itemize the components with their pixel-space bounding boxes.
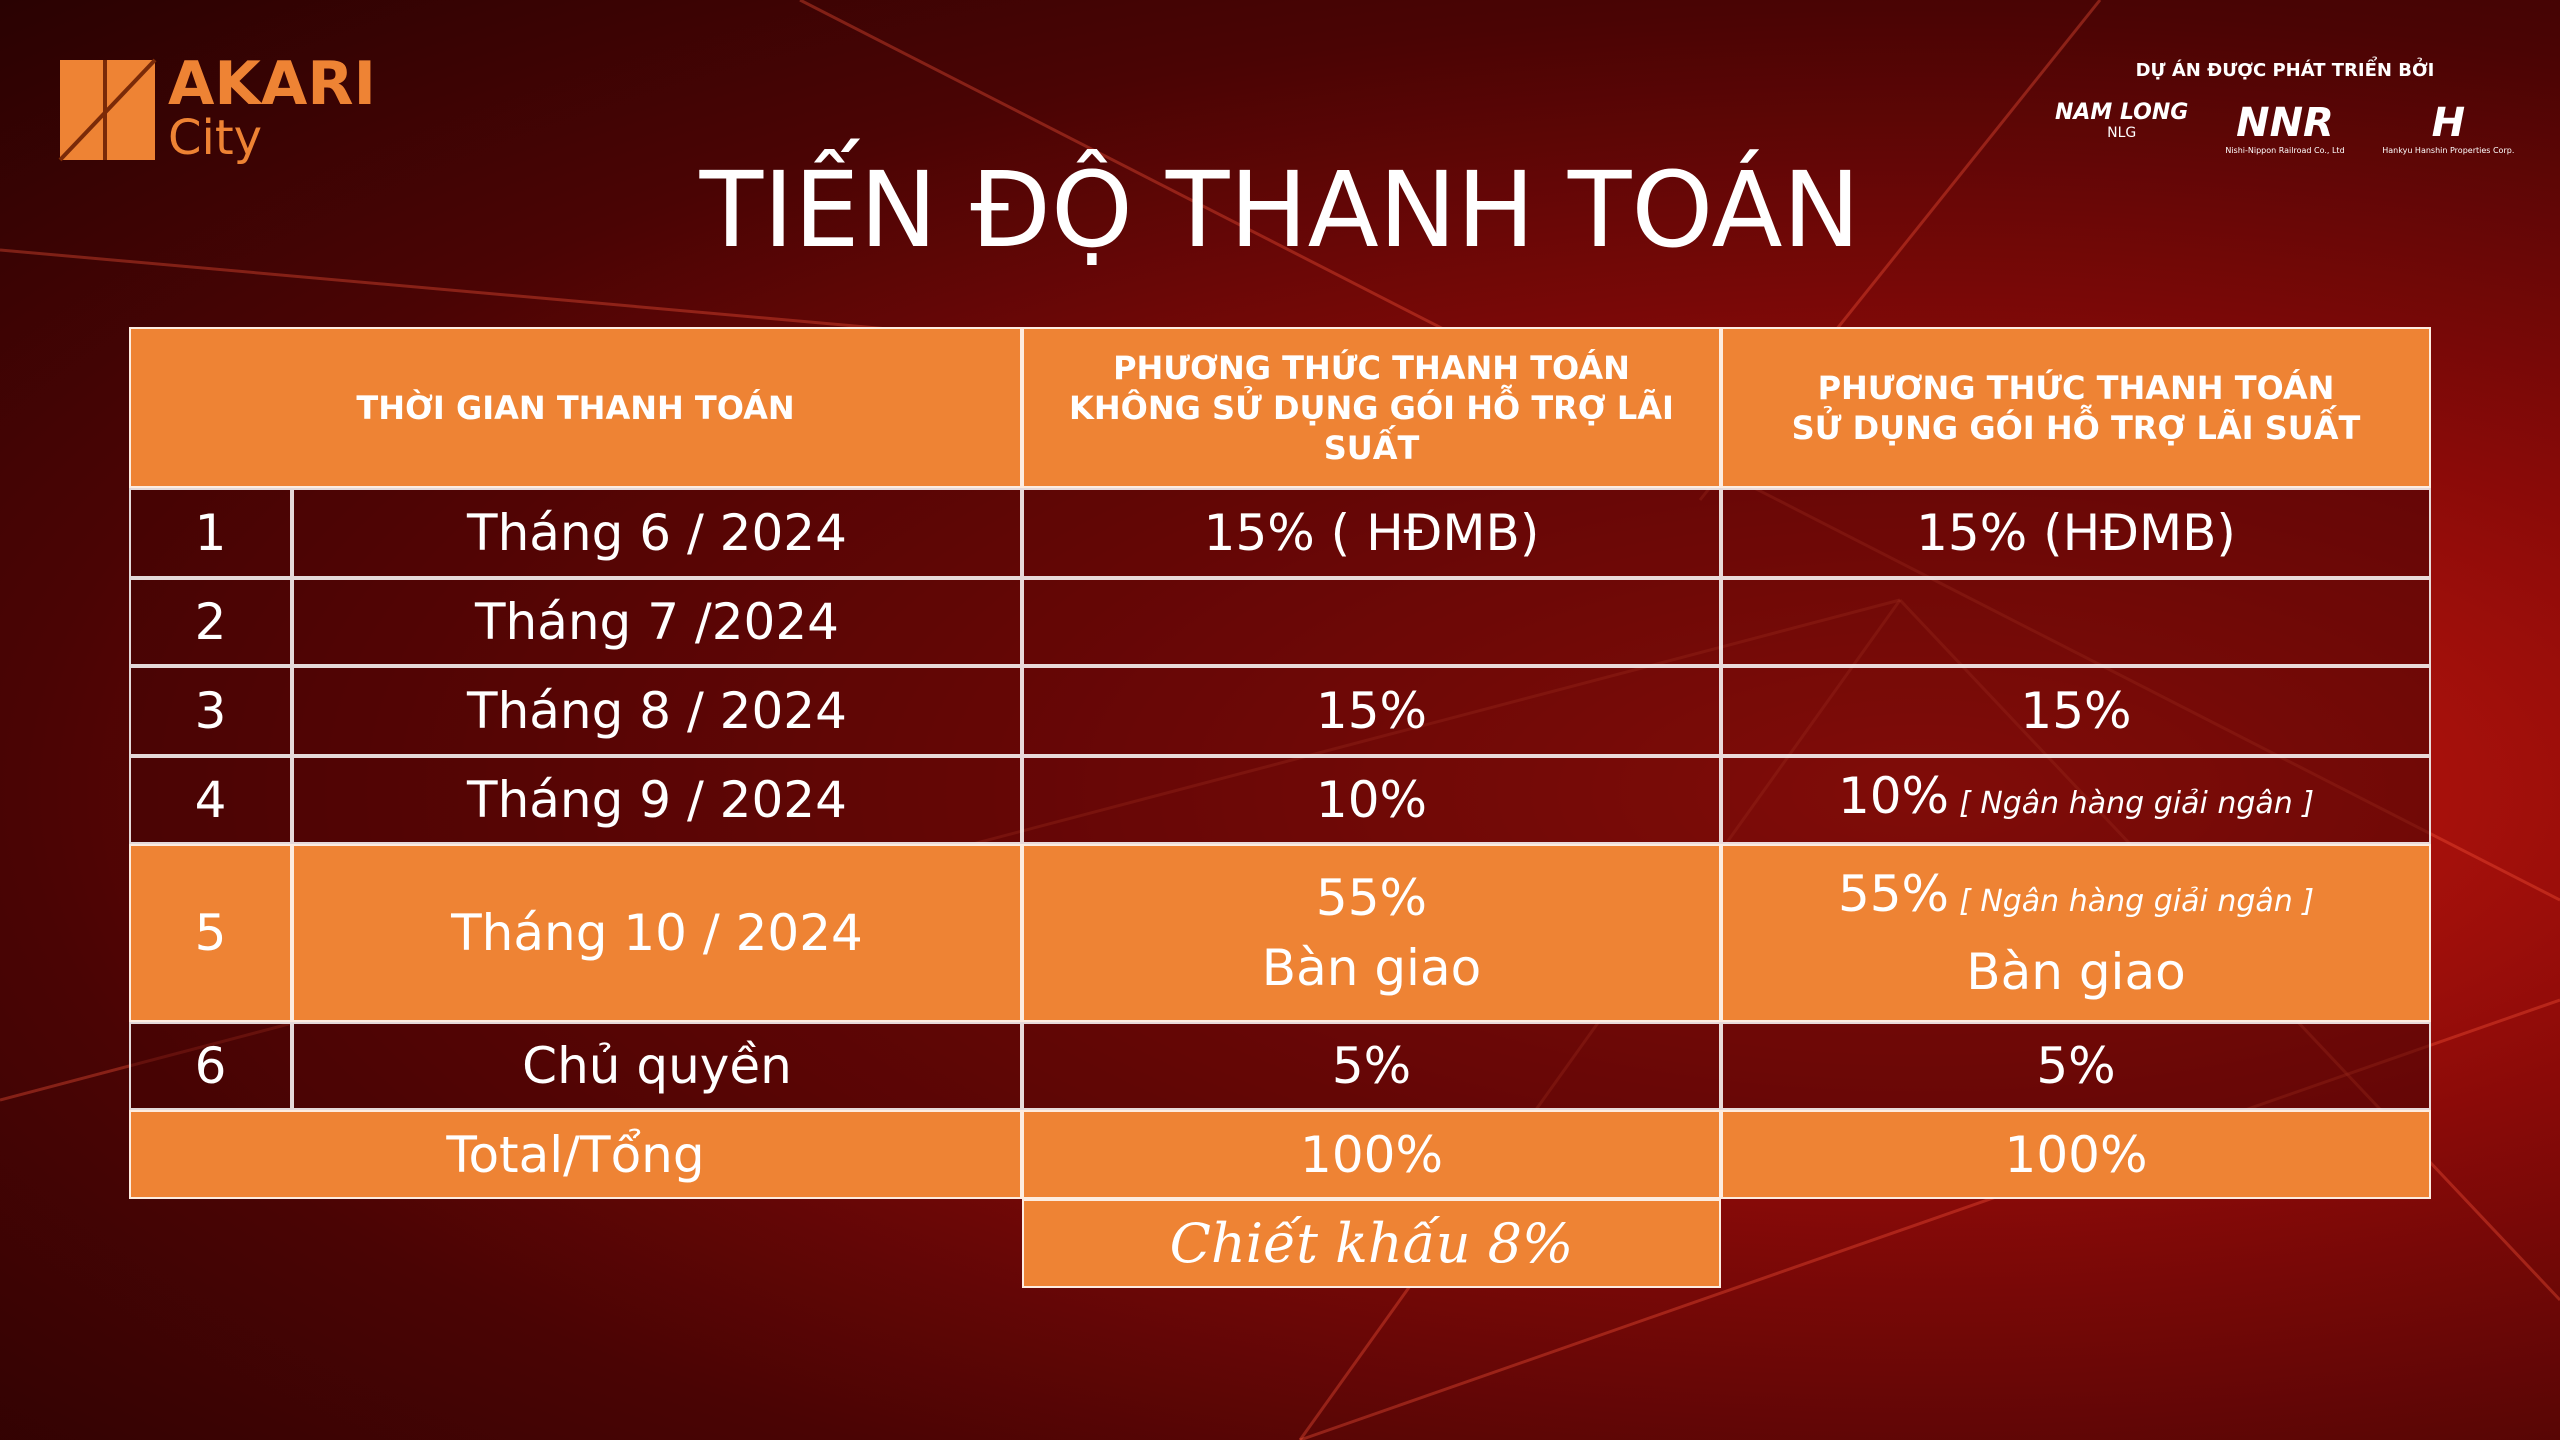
row-time: Tháng 10 / 2024 xyxy=(451,904,863,962)
cell-text: KHÔNG SỬ DỤNG GÓI HỖ TRỢ LÃI SUẤT xyxy=(1069,388,1674,467)
row-time: Tháng 7 /2024 xyxy=(475,593,839,651)
brand-sub: City xyxy=(168,110,263,166)
cell-note: [ Ngân hàng giải ngân ] xyxy=(1959,884,2315,919)
developer: NNR Nishi-Nippon Railroad Co., Ltd xyxy=(2210,100,2360,155)
cell-line: SỬ DỤNG GÓI HỖ TRỢ LÃI SUẤT xyxy=(1792,408,2361,448)
cell-line: KHÔNG SỬ DỤNG GÓI HỖ TRỢ LÃI SUẤT xyxy=(1024,388,1719,468)
developer-sub: Nishi-Nippon Railroad Co., Ltd xyxy=(2225,146,2345,155)
table-cell: 15% ( HĐMB) xyxy=(1022,488,1721,578)
table-cell: 2 xyxy=(129,578,292,666)
table-cell: 100% xyxy=(1721,1110,2431,1199)
table-cell xyxy=(1721,578,2431,666)
table-cell: Chiết khấu 8% xyxy=(1022,1199,1721,1288)
cell-line: 15% ( HĐMB) xyxy=(1204,498,1540,568)
table-cell: 5% xyxy=(1022,1022,1721,1110)
cell-text: THỜI GIAN THANH TOÁN xyxy=(356,388,795,427)
title: TIẾN ĐỘ THANH TOÁN xyxy=(699,149,1861,271)
developer-name: H xyxy=(2431,100,2466,146)
cell-line: 15% xyxy=(1316,676,1427,746)
cell-line: 5% xyxy=(1332,1031,1411,1101)
table-cell: 15% xyxy=(1022,666,1721,756)
developer-logos: NAM LONG NLG NNR Nishi-Nippon Railroad Co.,… xyxy=(2040,100,2530,155)
cell-line: 10% [ Ngân hàng giải ngân ] xyxy=(1838,761,2314,839)
row-number: 5 xyxy=(194,904,227,962)
developer-caption: DỰ ÁN ĐƯỢC PHÁT TRIỂN BỞI xyxy=(2135,60,2435,81)
cell-text: PHƯƠNG THỨC THANH TOÁN xyxy=(1817,368,2335,407)
row-number: 3 xyxy=(194,682,227,740)
row-time: Tháng 6 / 2024 xyxy=(467,504,847,562)
row-number: 4 xyxy=(194,771,227,829)
cell-text: Bàn giao xyxy=(1261,939,1482,997)
table-cell xyxy=(1022,578,1721,666)
table-cell: Tháng 8 / 2024 xyxy=(292,666,1022,756)
cell-line: 15% xyxy=(2020,676,2131,746)
table-cell: 4 xyxy=(129,756,292,844)
cell-text: 15% xyxy=(2020,682,2132,740)
cell-text: PHƯƠNG THỨC THANH TOÁN xyxy=(1113,348,1630,387)
cell-text: 15% xyxy=(1315,682,1428,740)
cell-text: Bàn giao xyxy=(1966,943,2186,1001)
developer-sub: NLG xyxy=(2107,125,2137,141)
table-cell: Tháng 10 / 2024 xyxy=(292,844,1022,1022)
table-cell: 6 xyxy=(129,1022,292,1110)
table-cell: 10% [ Ngân hàng giải ngân ] xyxy=(1721,756,2431,844)
row-time: Tháng 8 / 2024 xyxy=(467,682,847,740)
table-cell: PHƯƠNG THỨC THANH TOÁN SỬ DỤNG GÓI HỖ TRỢ… xyxy=(1721,327,2431,488)
table-cell: 1 xyxy=(129,488,292,578)
cell-line: THỜI GIAN THANH TOÁN xyxy=(356,388,794,428)
table-cell: 15% (HĐMB) xyxy=(1721,488,2431,578)
cell-text: 55% xyxy=(1315,869,1428,927)
brand-name: AKARI xyxy=(168,49,376,119)
table-cell: Tháng 7 /2024 xyxy=(292,578,1022,666)
row-number: 6 xyxy=(194,1037,227,1095)
row-time: Tháng 9 / 2024 xyxy=(467,771,847,829)
developer: NAM LONG NLG xyxy=(2047,100,2197,155)
developer-name: NNR xyxy=(2236,100,2334,146)
table-cell: 10% xyxy=(1022,756,1721,844)
table-cell: 5 xyxy=(129,844,292,1022)
row-number: 1 xyxy=(194,504,227,562)
cell-line: 5% xyxy=(2036,1031,2115,1101)
table-cell: 5% xyxy=(1721,1022,2431,1110)
cell-text: SỬ DỤNG GÓI HỖ TRỢ LÃI SUẤT xyxy=(1791,408,2361,447)
table-cell: Total/Tổng xyxy=(129,1110,1022,1199)
cell-text: 15% (HĐMB) xyxy=(1916,504,2236,562)
cell-line: Bàn giao xyxy=(1966,937,2185,1007)
total-b: 100% xyxy=(2004,1125,2148,1184)
total-a: 100% xyxy=(1300,1125,1443,1184)
row-time: Chủ quyền xyxy=(522,1037,792,1095)
developer-name: NAM LONG xyxy=(2054,100,2189,125)
cell-line: 55% xyxy=(1316,863,1427,933)
cell-line: Bàn giao xyxy=(1262,933,1481,1003)
row-number: 2 xyxy=(194,593,227,651)
cell-note: [ Ngân hàng giải ngân ] xyxy=(1959,786,2315,821)
discount: Chiết khấu 8% xyxy=(1169,1212,1574,1275)
cell-line: PHƯƠNG THỨC THANH TOÁN xyxy=(1818,368,2335,408)
cell-text: 5% xyxy=(1331,1037,1412,1095)
cell-text: 10% xyxy=(1315,771,1428,829)
total-label: Total/Tổng xyxy=(446,1125,705,1184)
cell-line: PHƯƠNG THỨC THANH TOÁN xyxy=(1113,348,1630,388)
cell-line: 10% xyxy=(1316,765,1427,835)
cell-text: 15% ( HĐMB) xyxy=(1203,504,1540,562)
cell-line: 15% (HĐMB) xyxy=(1916,498,2236,568)
table-cell: 100% xyxy=(1022,1110,1721,1199)
table-cell: 3 xyxy=(129,666,292,756)
table-cell: PHƯƠNG THỨC THANH TOÁN KHÔNG SỬ DỤNG GÓI … xyxy=(1022,327,1721,488)
cell-text: 55% xyxy=(1837,865,1950,923)
cell-text: 5% xyxy=(2036,1037,2116,1095)
table-cell: 55% Bàn giao xyxy=(1022,844,1721,1022)
table-cell: 55% [ Ngân hàng giải ngân ] Bàn giao xyxy=(1721,844,2431,1022)
table-cell: 15% xyxy=(1721,666,2431,756)
table-cell: Chủ quyền xyxy=(292,1022,1022,1110)
cell-text: 10% xyxy=(1837,767,1950,825)
table-cell: Tháng 9 / 2024 xyxy=(292,756,1022,844)
cell-line: 55% [ Ngân hàng giải ngân ] xyxy=(1838,859,2314,937)
table-cell: Tháng 6 / 2024 xyxy=(292,488,1022,578)
developer: H Hankyu Hanshin Properties Corp. xyxy=(2373,100,2523,155)
table-cell: THỜI GIAN THANH TOÁN xyxy=(129,327,1022,488)
developer-sub: Hankyu Hanshin Properties Corp. xyxy=(2382,146,2515,155)
